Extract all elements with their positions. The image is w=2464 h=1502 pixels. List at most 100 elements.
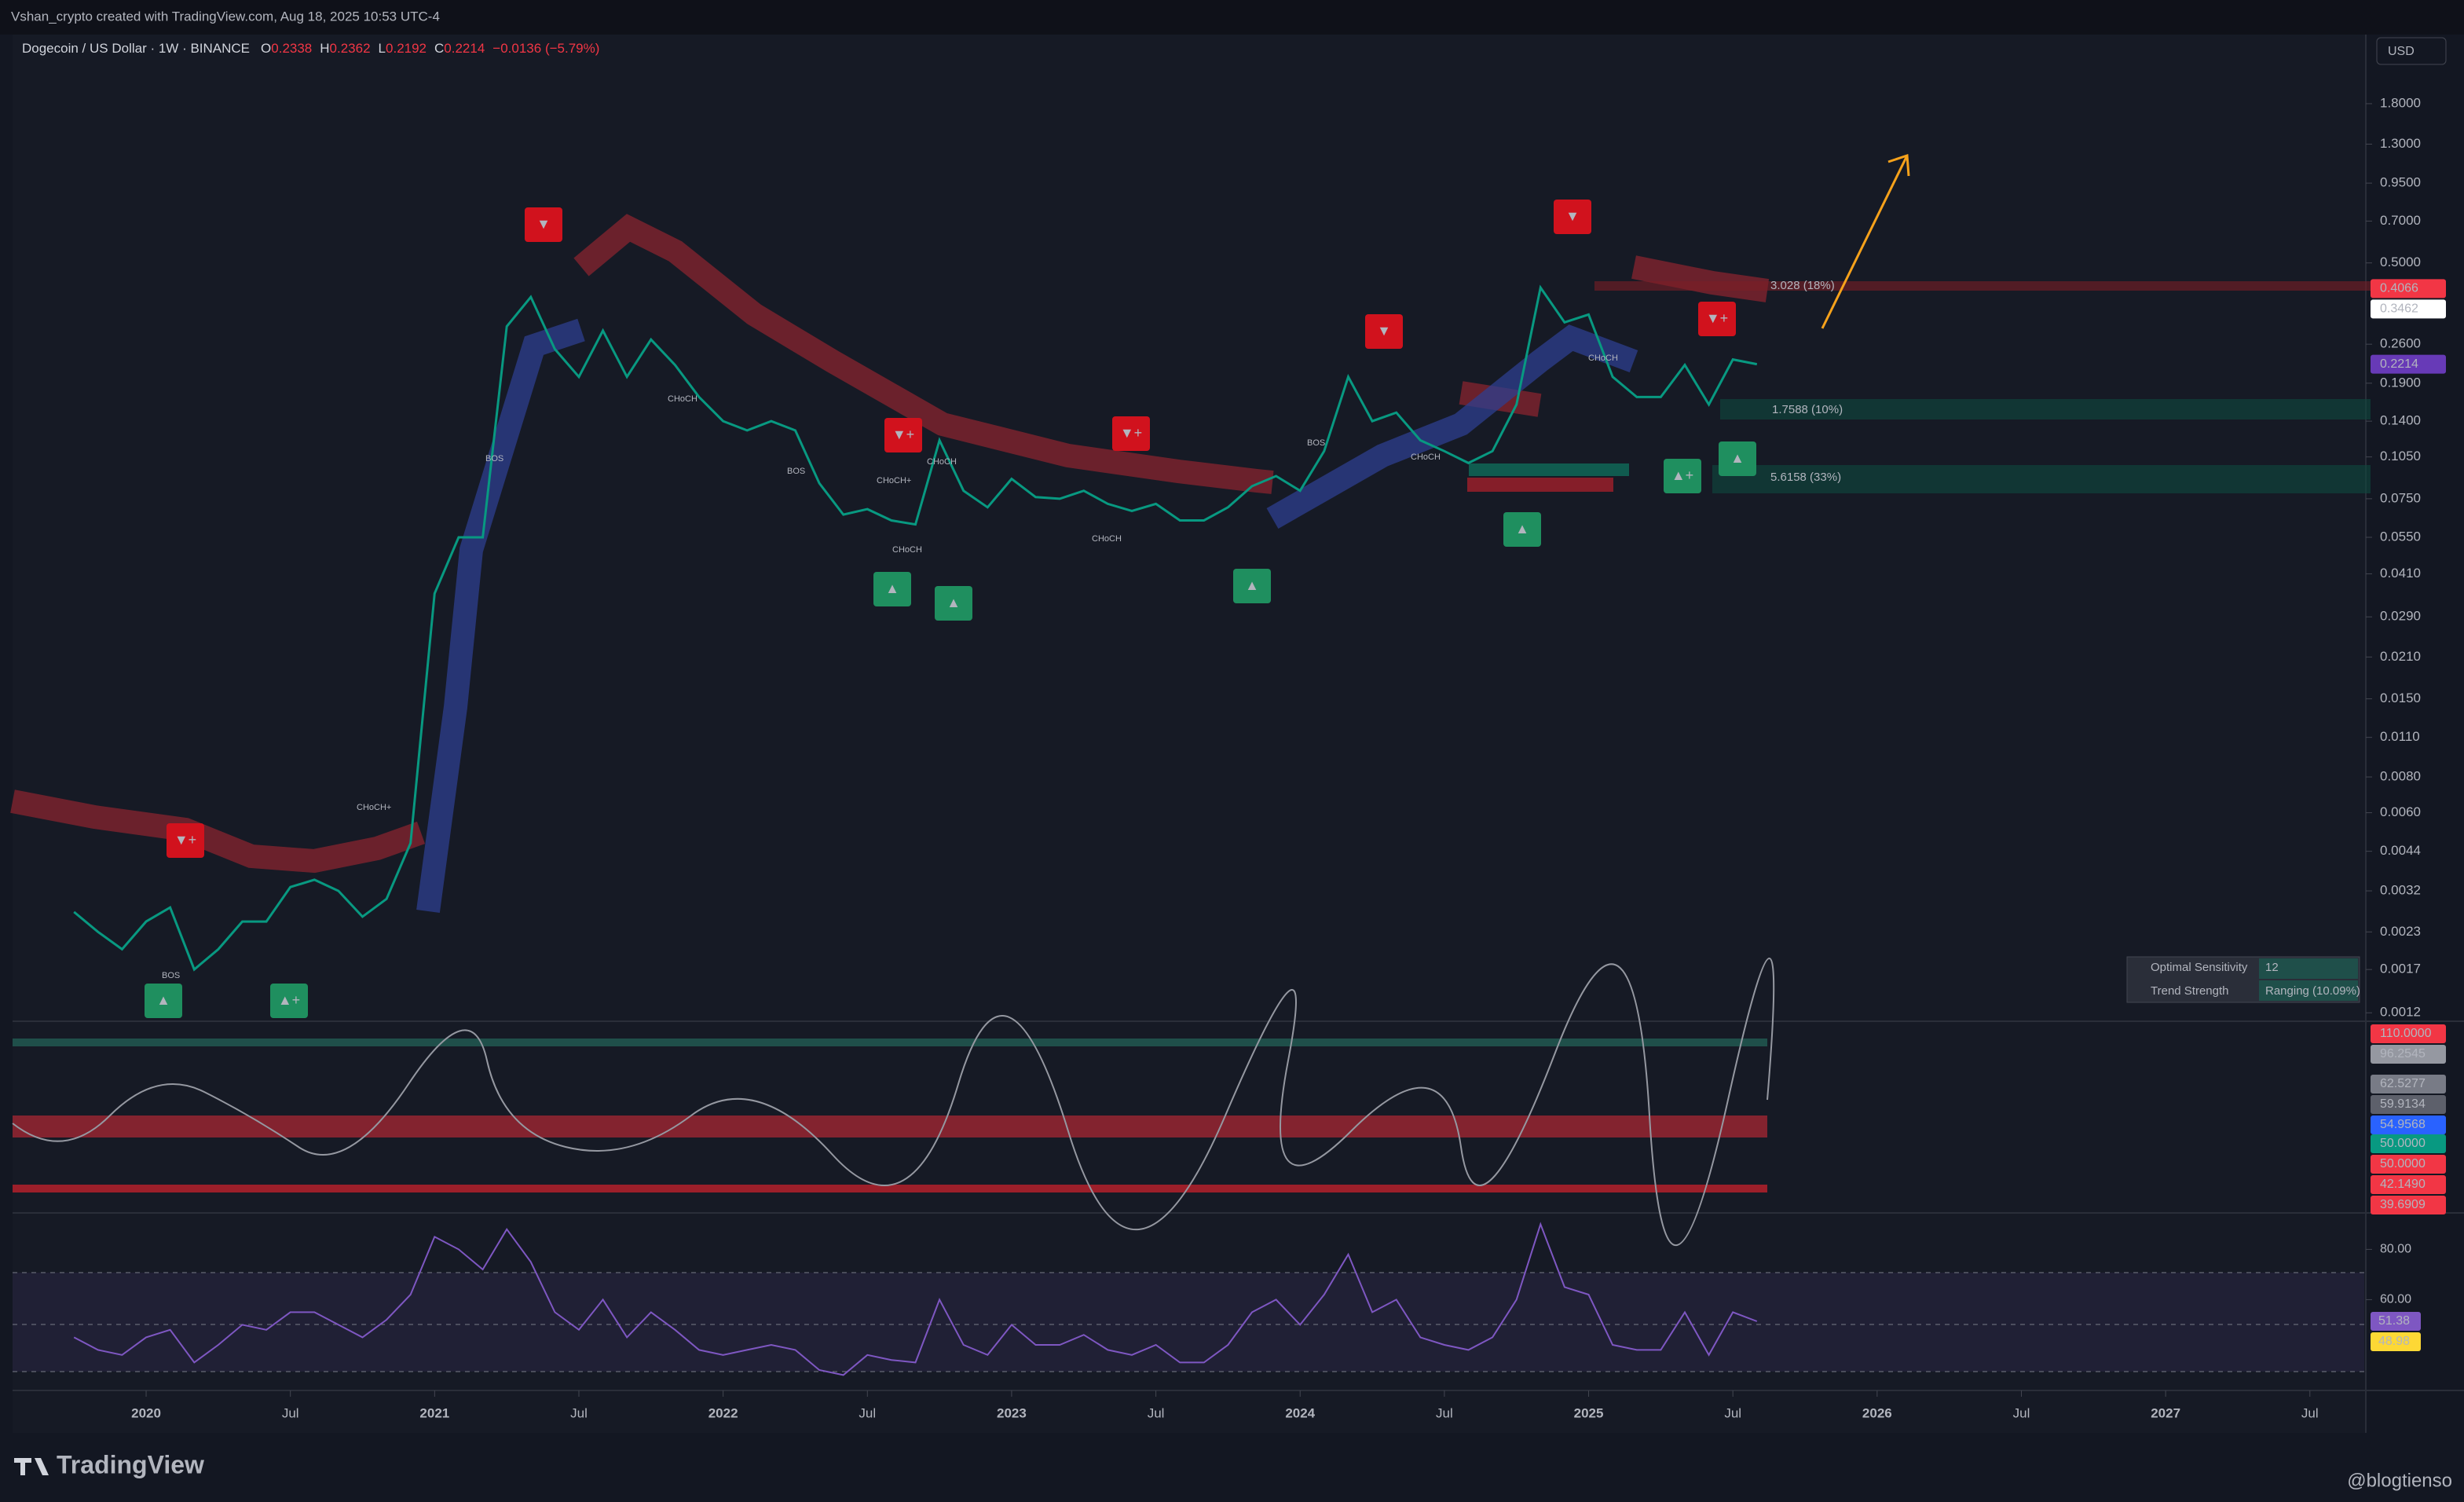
y-tick-label: 0.0012: [2380, 1005, 2421, 1020]
price-tag: [2371, 354, 2446, 374]
info-value: 12: [2265, 961, 2279, 974]
x-tick-label: Jul: [859, 1405, 876, 1420]
annotation: 5.6158 (33%): [1770, 471, 1841, 484]
y-tick-label: 0.0060: [2380, 804, 2421, 819]
ohlc-value: 0.2192: [386, 41, 427, 56]
signal-box: [1719, 441, 1756, 476]
signal-box: [1503, 512, 1541, 547]
ohlc-value: 0.2362: [330, 41, 371, 56]
x-tick-label: 2020: [131, 1405, 161, 1420]
oscillator-tag: [2371, 1175, 2446, 1194]
currency[interactable]: USD: [2388, 45, 2415, 58]
y-tick-label: 0.9500: [2380, 175, 2421, 190]
trend-cloud: [573, 214, 1274, 494]
projection-arrow: [1821, 155, 1909, 329]
signal-label: ▼+: [1706, 310, 1728, 326]
currency-button[interactable]: [2376, 37, 2447, 65]
signal-label: ▲: [1515, 521, 1529, 537]
support-zone: [1720, 399, 2371, 419]
oscillator-tag-label: 96.2545: [2380, 1047, 2426, 1061]
brand-logo: [14, 1458, 49, 1475]
ohlc-key: O: [261, 41, 271, 56]
signal-box: [145, 984, 182, 1018]
x-tick-label: 2026: [1862, 1405, 1892, 1420]
attribution: Vshan_crypto created with TradingView.co…: [11, 9, 440, 24]
rsi-tag: [2371, 1332, 2421, 1351]
y-tick-label: 0.1900: [2380, 375, 2421, 390]
signal-box: [270, 984, 308, 1018]
y-tick-label: 0.1400: [2380, 413, 2421, 428]
rsi-tag-label: 48.98: [2378, 1335, 2410, 1348]
oscillator-tag-label: 39.6909: [2380, 1198, 2426, 1211]
projection-arrow: [1887, 153, 1910, 177]
order-block: [1469, 463, 1629, 476]
ohlc-value: 0.2338: [271, 41, 312, 56]
x-tick-label: Jul: [1436, 1405, 1453, 1420]
y-tick-label: 0.7000: [2380, 213, 2421, 228]
signal-box: [1698, 302, 1736, 336]
oscillator-tag-label: 110.0000: [2380, 1027, 2432, 1040]
signal-label: ▲: [946, 595, 961, 610]
y-tick-label: 0.0410: [2380, 566, 2421, 581]
signal-label: ▲: [1245, 577, 1259, 593]
y-tick-label: 1.3000: [2380, 136, 2421, 151]
info-cell: [2259, 958, 2358, 979]
annotation: 3.028 (18%): [1770, 279, 1835, 292]
annotation: BOS: [787, 467, 805, 476]
chart-area: [13, 35, 2366, 1433]
x-tick-label: Jul: [2301, 1405, 2319, 1420]
rsi-tag-label: 51.38: [2378, 1314, 2410, 1328]
y-tick-label: 0.2600: [2380, 336, 2421, 351]
signal-label: ▲: [885, 581, 899, 596]
oscillator-line: [12, 958, 1775, 1247]
signal-label: ▼: [536, 216, 551, 232]
signal-box: [1664, 459, 1701, 493]
x-tick-label: Jul: [1148, 1405, 1165, 1420]
ohlc-key: H: [320, 41, 329, 56]
x-tick-label: Jul: [570, 1405, 588, 1420]
info-label: Trend Strength: [2151, 984, 2229, 998]
signal-label: ▼: [1377, 323, 1391, 339]
y-tick-label: 60.00: [2380, 1293, 2411, 1306]
price-line: [73, 1222, 1758, 1376]
top-bar: [0, 0, 2464, 35]
y-tick-label: 0.0550: [2380, 529, 2421, 544]
ohlc-value: 0.2214: [444, 41, 485, 56]
rsi-band: [13, 1273, 2364, 1372]
signal-box: [167, 823, 204, 858]
oscillator-tag: [2371, 1196, 2446, 1214]
signal-label: ▲+: [1671, 467, 1693, 483]
price-tag: [2371, 299, 2446, 319]
signal-box: [884, 418, 922, 452]
signal-label: ▼+: [1120, 425, 1142, 441]
y-tick-label: 0.5000: [2380, 255, 2421, 269]
signal-label: ▼+: [892, 427, 914, 442]
y-tick-label: 80.00: [2380, 1243, 2411, 1256]
y-tick-label: 0.0150: [2380, 691, 2421, 705]
signal-label: ▼+: [174, 832, 196, 848]
annotation: CHoCH: [1092, 534, 1122, 544]
order-block: [1467, 478, 1613, 492]
signal-box: [873, 572, 911, 606]
symbol: Dogecoin / US Dollar · 1W · BINANCE: [22, 41, 250, 56]
signal-box: [525, 207, 562, 242]
oscillator-tag: [2371, 1024, 2446, 1043]
x-tick-label: Jul: [282, 1405, 299, 1420]
annotation: CHoCH+: [877, 476, 911, 485]
signal-label: ▲: [1730, 450, 1745, 466]
support-zone: [1712, 465, 2371, 493]
y-tick-label: 0.0023: [2380, 924, 2421, 939]
info-value: Ranging (10.09%): [2265, 984, 2360, 998]
x-tick-label: 2025: [1574, 1405, 1604, 1420]
oscillator-tag-label: 54.9568: [2380, 1118, 2426, 1131]
annotation: CHoCH: [1411, 452, 1441, 462]
y-tick-label: 0.1050: [2380, 449, 2421, 463]
y-tick-label: 0.0210: [2380, 649, 2421, 664]
price-tag-label: 0.2214: [2380, 357, 2418, 371]
oscillator-tag: [2371, 1134, 2446, 1153]
signal-label: ▲+: [278, 992, 300, 1008]
oscillator-strip: [13, 1185, 1767, 1192]
annotation: BOS: [1307, 438, 1325, 448]
annotation: BOS: [162, 971, 180, 980]
trend-cloud: [10, 789, 426, 874]
